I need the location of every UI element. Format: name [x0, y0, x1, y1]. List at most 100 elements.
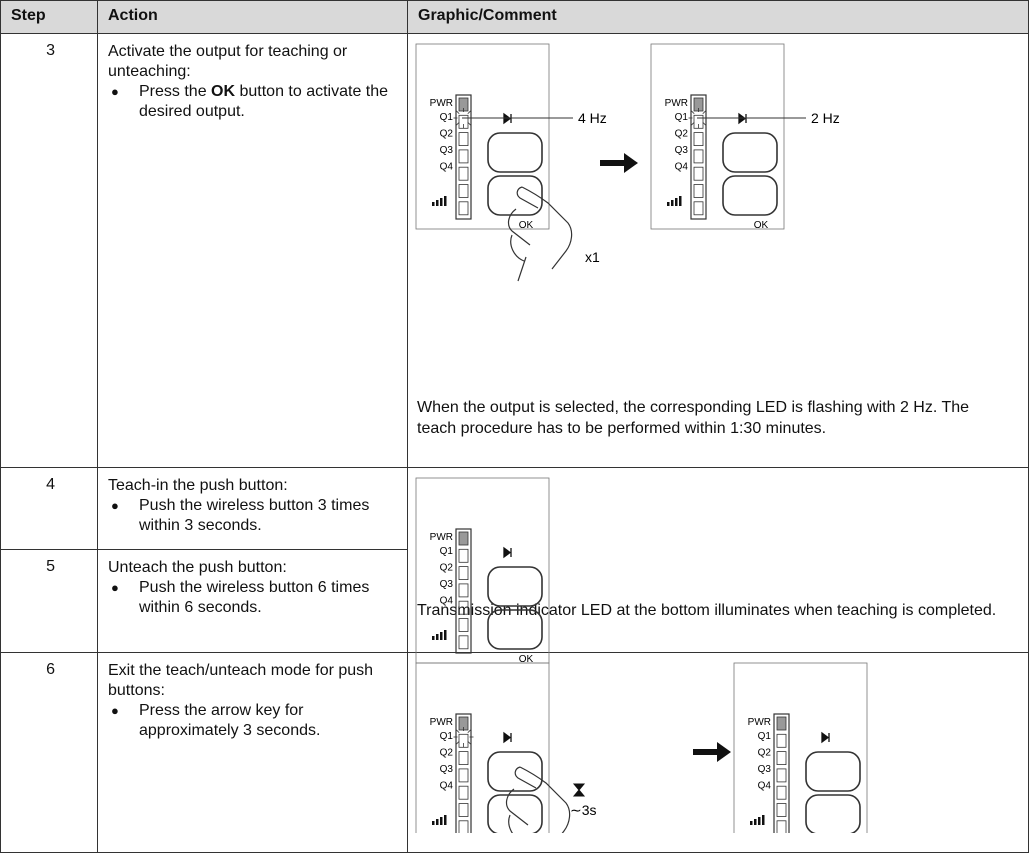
flash-ray — [456, 110, 460, 115]
text: Transmission indicator LED at the bottom… — [417, 602, 997, 619]
flash-ray — [702, 121, 706, 126]
button — [487, 175, 543, 216]
bullet-item: Press the arrow key for approximately 3 … — [108, 701, 397, 741]
led — [693, 201, 704, 216]
led-column — [690, 94, 707, 220]
led — [776, 768, 787, 783]
flash-ray — [702, 110, 706, 115]
led — [458, 733, 469, 748]
text: 4 — [46, 476, 55, 493]
signal-bar — [675, 198, 678, 206]
flash-ray — [456, 121, 460, 126]
flash-ray — [691, 110, 695, 115]
led — [458, 635, 469, 650]
device-frame — [415, 43, 550, 230]
button — [722, 175, 778, 216]
led — [458, 583, 469, 598]
led — [776, 820, 787, 833]
action-cell: Teach-in the push button: Push the wirele… — [98, 468, 408, 550]
led — [458, 803, 469, 817]
signal-bar — [758, 817, 761, 825]
step-cell: 3 — [0, 34, 98, 468]
hand — [505, 766, 571, 833]
signal-bar — [444, 196, 447, 206]
annotation: x1 — [585, 249, 600, 265]
led — [458, 114, 469, 129]
device-label: OK — [519, 654, 534, 665]
button — [805, 794, 861, 833]
text: Teach-in the push button: — [108, 477, 288, 494]
signal-bar — [667, 202, 670, 206]
device-label: OK — [754, 220, 769, 231]
led — [458, 184, 469, 198]
led — [458, 785, 469, 800]
text: When the output is selected, the corresp… — [417, 399, 970, 437]
device-frame — [650, 43, 785, 230]
text: Unteach the push button: — [108, 559, 287, 576]
led-column — [455, 94, 472, 220]
button — [487, 794, 543, 833]
flash-ray — [691, 121, 695, 126]
hourglass — [572, 783, 586, 797]
device-label: Q2 — [440, 563, 454, 574]
device-label: Q2 — [440, 748, 454, 759]
document: Step Action Graphic/Comment 3 Activate th… — [0, 0, 1029, 833]
action-text: Teach-in the push button: — [108, 476, 397, 496]
device-label: Q3 — [440, 764, 454, 775]
flash-ray — [467, 740, 471, 745]
text: Push the wireless button 6 times within … — [139, 579, 370, 616]
device-label: PWR — [430, 532, 453, 543]
led — [693, 149, 704, 164]
arrow-key-symbol — [821, 731, 830, 744]
signal-bar — [671, 200, 674, 206]
led — [776, 785, 787, 800]
device-label: Q1 — [440, 731, 454, 742]
arrow-key-symbol — [503, 731, 512, 744]
device-label: PWR — [430, 98, 453, 109]
led — [693, 114, 704, 129]
arrow — [693, 742, 731, 762]
text: Push the wireless button 3 times within … — [139, 497, 370, 534]
device-label: Q3 — [675, 145, 689, 156]
comment: When the output is selected, the corresp… — [417, 397, 1007, 439]
led — [458, 768, 469, 783]
signal-bar — [679, 196, 682, 206]
flash-ray — [467, 110, 471, 115]
led — [458, 618, 469, 632]
led — [458, 820, 469, 833]
device-label: PWR — [748, 717, 771, 728]
signal-bar — [440, 632, 443, 640]
led — [458, 531, 469, 546]
device-label: PWR — [665, 98, 688, 109]
action-cell: Unteach the push button: Push the wireles… — [98, 550, 408, 653]
signal-bar — [750, 821, 753, 825]
flash-ray — [467, 121, 471, 126]
action-cell: Activate the output for teaching or unte… — [98, 34, 408, 468]
signal-bar — [436, 634, 439, 640]
led — [776, 733, 787, 748]
annotation: 4 Hz — [578, 110, 607, 126]
led — [458, 166, 469, 181]
button — [487, 751, 543, 792]
header-cell: Graphic/Comment — [408, 0, 1029, 34]
flash-ray — [456, 729, 460, 734]
signal-bar — [440, 817, 443, 825]
flash-ray — [456, 740, 460, 745]
button — [722, 132, 778, 173]
arrow-key-symbol — [503, 546, 512, 559]
signal-bar — [432, 821, 435, 825]
annotation: 2 Hz — [811, 110, 840, 126]
header-cell: Action — [98, 0, 408, 34]
led-column — [773, 713, 790, 833]
button — [805, 751, 861, 792]
button — [487, 132, 543, 173]
led — [458, 566, 469, 580]
text: 5 — [46, 558, 55, 575]
text: Activate the output for teaching or unte… — [108, 43, 348, 80]
action-text: Exit the teach/unteach mode for push but… — [108, 661, 397, 701]
page: {"table": { "header": ["Step", "Action",… — [0, 0, 1029, 833]
text: Press the arrow key for approximately 3 … — [139, 702, 321, 739]
led — [776, 803, 787, 817]
text: 3 — [46, 42, 55, 59]
device-label: Q1 — [440, 112, 454, 123]
